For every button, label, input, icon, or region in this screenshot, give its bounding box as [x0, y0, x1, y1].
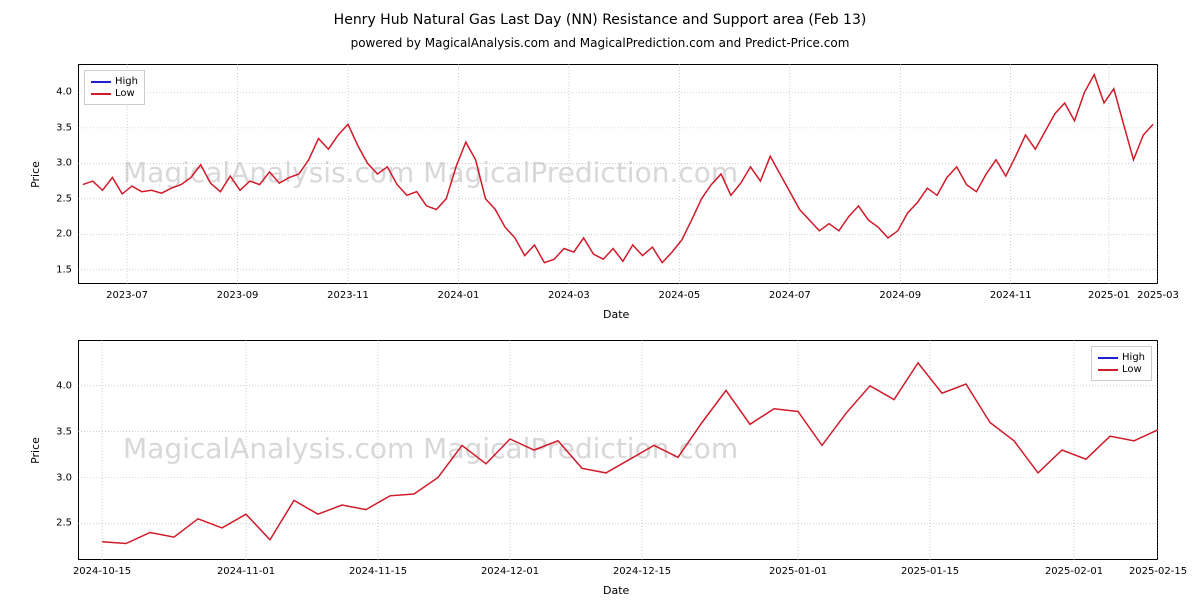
ytick-label: 4.0: [48, 87, 72, 98]
xtick-label: 2025-03: [1137, 290, 1179, 301]
legend-label: High: [115, 76, 138, 87]
xtick-label: 2023-09: [217, 290, 259, 301]
legend-swatch: [91, 81, 111, 83]
legend-top: HighLow: [84, 70, 145, 105]
legend-row: High: [91, 76, 138, 87]
ytick-label: 1.5: [48, 264, 72, 275]
xtick-label: 2024-12-15: [613, 566, 671, 577]
xtick-label: 2024-01: [438, 290, 480, 301]
panel-bottom: MagicalAnalysis.com MagicalPrediction.co…: [78, 340, 1158, 560]
panel-bottom-svg: [78, 340, 1158, 560]
legend-row: Low: [1098, 364, 1145, 375]
legend-row: High: [1098, 352, 1145, 363]
panel-top-xlabel: Date: [603, 308, 629, 321]
xtick-label: 2024-12-01: [481, 566, 539, 577]
legend-label: Low: [115, 88, 135, 99]
xtick-label: 2024-11-15: [349, 566, 407, 577]
xtick-label: 2024-10-15: [73, 566, 131, 577]
xtick-label: 2025-01-01: [769, 566, 827, 577]
xtick-label: 2023-07: [106, 290, 148, 301]
ytick-label: 2.5: [48, 193, 72, 204]
figure: Henry Hub Natural Gas Last Day (NN) Resi…: [0, 0, 1200, 600]
panel-top-svg: [78, 64, 1158, 284]
xtick-label: 2025-02-15: [1129, 566, 1187, 577]
legend-row: Low: [91, 88, 138, 99]
legend-label: Low: [1122, 364, 1142, 375]
xtick-label: 2024-07: [769, 290, 811, 301]
ytick-label: 2.0: [48, 229, 72, 240]
legend-swatch: [91, 93, 111, 95]
xtick-label: 2025-01-15: [901, 566, 959, 577]
ytick-label: 3.0: [48, 158, 72, 169]
legend-swatch: [1098, 357, 1118, 359]
xtick-label: 2025-02-01: [1045, 566, 1103, 577]
legend-bottom: HighLow: [1091, 346, 1152, 381]
xtick-label: 2024-05: [658, 290, 700, 301]
panel-top: MagicalAnalysis.com MagicalPrediction.co…: [78, 64, 1158, 284]
chart-title: Henry Hub Natural Gas Last Day (NN) Resi…: [0, 12, 1200, 28]
ytick-label: 3.5: [48, 122, 72, 133]
ytick-label: 3.0: [48, 472, 72, 483]
xtick-label: 2025-01: [1088, 290, 1130, 301]
ytick-label: 3.5: [48, 426, 72, 437]
xtick-label: 2023-11: [327, 290, 369, 301]
panel-bottom-xlabel: Date: [603, 584, 629, 597]
ytick-label: 4.0: [48, 380, 72, 391]
panel-top-ylabel: Price: [29, 161, 42, 188]
panel-bottom-ylabel: Price: [29, 437, 42, 464]
legend-label: High: [1122, 352, 1145, 363]
ytick-label: 2.5: [48, 518, 72, 529]
xtick-label: 2024-11-01: [217, 566, 275, 577]
xtick-label: 2024-03: [548, 290, 590, 301]
xtick-label: 2024-09: [879, 290, 921, 301]
legend-swatch: [1098, 369, 1118, 371]
chart-subtitle: powered by MagicalAnalysis.com and Magic…: [0, 36, 1200, 50]
xtick-label: 2024-11: [990, 290, 1032, 301]
